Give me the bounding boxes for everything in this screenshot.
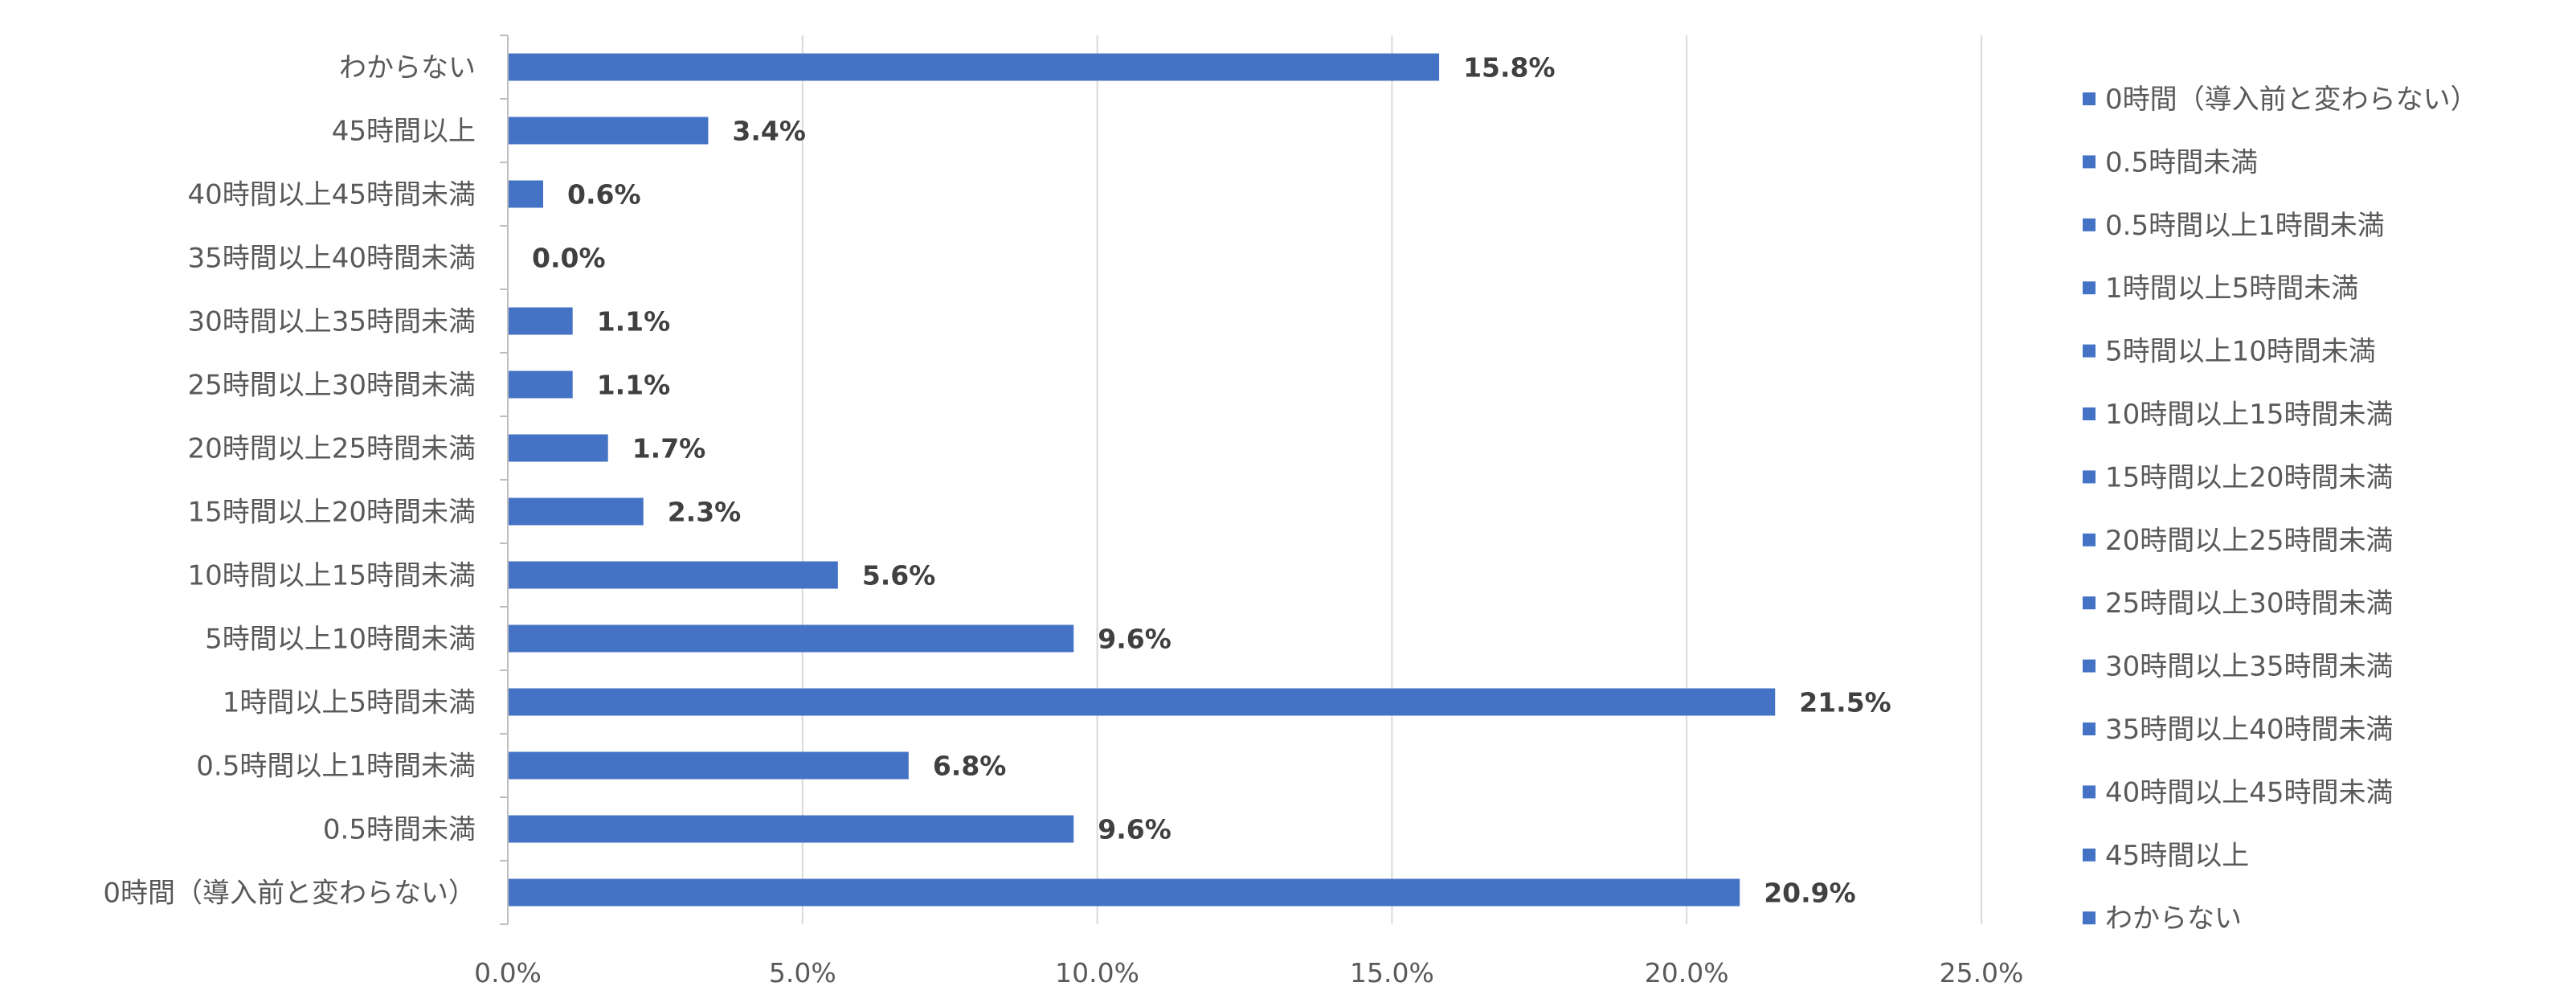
legend-entry: 25時間以上30時間未満	[2105, 587, 2394, 620]
legend-entry: 45時間以上	[2105, 840, 2249, 872]
y-category-label: 25時間以上30時間未満	[187, 370, 476, 402]
bar	[509, 434, 608, 462]
data-label: 2.3%	[668, 497, 742, 528]
legend-swatch	[2083, 596, 2096, 610]
legend-swatch	[2083, 281, 2096, 295]
data-label: 1.1%	[597, 306, 671, 338]
data-label: 1.7%	[632, 433, 706, 465]
bar	[509, 561, 838, 589]
x-tick-label: 25.0%	[1940, 957, 2024, 989]
legend-swatch	[2083, 785, 2096, 799]
y-category-label: 40時間以上45時間未満	[187, 179, 476, 211]
bar	[509, 117, 709, 145]
bar	[509, 751, 909, 780]
bar	[509, 624, 1074, 653]
legend-entry: 10時間以上15時間未満	[2105, 399, 2394, 431]
legend-entry: 30時間以上35時間未満	[2105, 651, 2394, 683]
y-category-label: 5時間以上10時間未満	[205, 624, 476, 656]
bar	[509, 688, 1776, 716]
legend: 0時間（導入前と変わらない） 0.5時間未満 0.5時間以上1時間未満 1時間以上5時…	[2083, 84, 2478, 935]
y-category-label: わからない	[339, 52, 476, 84]
y-category-label: 15時間以上20時間未満	[187, 497, 476, 529]
y-category-label: 30時間以上35時間未満	[187, 306, 476, 338]
legend-swatch	[2083, 344, 2096, 358]
data-label: 5.6%	[862, 560, 936, 592]
bar	[509, 53, 1440, 81]
legend-entry: 35時間以上40時間未満	[2105, 714, 2394, 746]
legend-swatch	[2083, 659, 2096, 673]
data-label: 20.9%	[1764, 878, 1856, 909]
data-label: 1.1%	[597, 370, 671, 401]
data-label: 0.6%	[567, 179, 641, 211]
legend-entry: 40時間以上45時間未満	[2105, 776, 2394, 808]
legend-entry: 0.5時間以上1時間未満	[2105, 210, 2385, 242]
legend-entry: 0時間（導入前と変わらない）	[2105, 84, 2478, 116]
y-category-label: 1時間以上5時間未満	[223, 687, 476, 719]
legend-swatch	[2083, 848, 2096, 862]
y-category-label: 45時間以上	[332, 116, 476, 148]
legend-swatch	[2083, 155, 2096, 169]
x-tick-label: 10.0%	[1055, 957, 1139, 989]
legend-entry: 1時間以上5時間未満	[2105, 272, 2358, 305]
data-label: 21.5%	[1799, 687, 1891, 718]
y-category-label: 10時間以上15時間未満	[187, 560, 476, 592]
legend-entry: わからない	[2105, 903, 2242, 935]
bar	[509, 497, 644, 526]
data-label: 3.4%	[732, 116, 806, 147]
x-tick-label: 15.0%	[1350, 957, 1434, 989]
bar	[509, 370, 573, 399]
x-tick-label: 0.0%	[474, 957, 542, 989]
data-label: 9.6%	[1098, 814, 1171, 845]
bar	[509, 307, 573, 335]
x-tick-label: 5.0%	[769, 957, 836, 989]
y-category-label: 35時間以上40時間未満	[187, 243, 476, 275]
legend-entry: 20時間以上25時間未満	[2105, 525, 2394, 557]
legend-entry: 5時間以上10時間未満	[2105, 336, 2376, 368]
data-label: 9.6%	[1098, 624, 1171, 655]
legend-swatch	[2083, 218, 2096, 231]
legend-swatch	[2083, 533, 2096, 546]
legend-swatch	[2083, 407, 2096, 420]
gridlines	[801, 35, 1982, 924]
legend-swatch	[2083, 911, 2096, 925]
legend-swatch	[2083, 470, 2096, 484]
y-category-label: 0.5時間以上1時間未満	[196, 751, 476, 783]
bar	[509, 180, 544, 208]
y-category-label: 0時間（導入前と変わらない）	[103, 878, 476, 910]
legend-swatch	[2083, 92, 2096, 105]
legend-swatch	[2083, 723, 2096, 735]
data-label: 15.8%	[1463, 52, 1556, 84]
y-category-label: 20時間以上25時間未満	[187, 433, 476, 465]
legend-entry: 15時間以上20時間未満	[2105, 461, 2394, 493]
x-tick-label: 20.0%	[1645, 957, 1729, 989]
data-labels: 20.9% 9.6% 6.8% 21.5% 9.6% 5.6% 2.3% 1.7% 1.1% 1.…	[532, 52, 1891, 909]
data-label: 0.0%	[532, 243, 606, 274]
legend-entry: 0.5時間未満	[2105, 146, 2258, 178]
y-category-label: 0.5時間未満	[323, 814, 476, 846]
bar	[509, 878, 1740, 907]
bar	[509, 815, 1074, 843]
bars	[509, 53, 1776, 907]
axes: 0.0% 5.0% 10.0% 15.0% 20.0% 25.0% 0時間（導入前と変わらな…	[103, 35, 2023, 989]
data-label: 6.8%	[933, 751, 1007, 782]
